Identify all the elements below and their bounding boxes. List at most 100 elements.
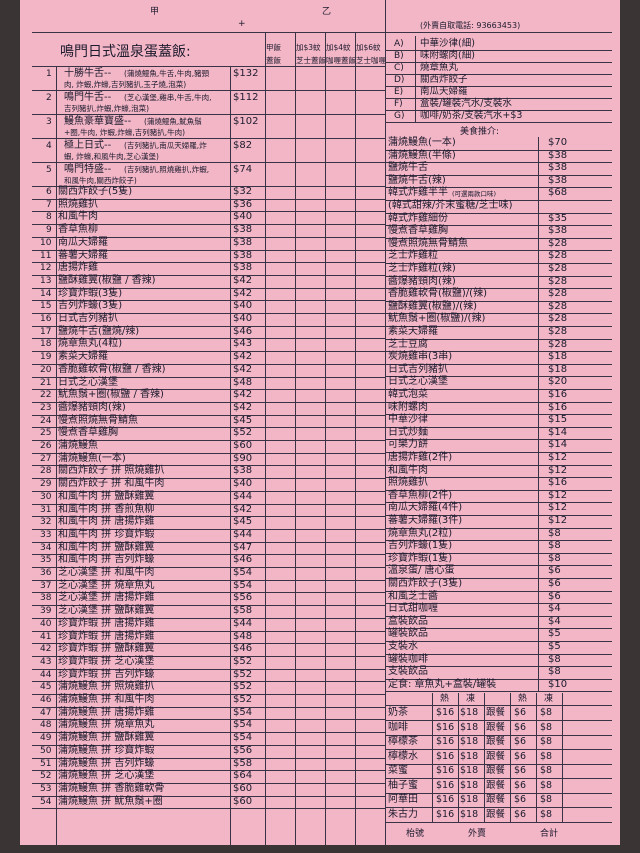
rule [385,313,612,315]
column-header: 芝士蓋飯 [296,56,326,65]
rule [385,749,612,750]
drink-name: 奶茶 [388,707,408,718]
item-price: $52 [233,655,253,667]
rule [385,552,612,554]
item-number: 8 [46,212,52,223]
header-label: 甲 [150,7,160,17]
recommend-name: 吉列炸蠔(1隻) [388,540,453,552]
item-name: 素菜天婦羅 [58,351,108,363]
drink-price: 跟餐 [486,707,506,718]
recommend-price: $70 [548,137,568,148]
rule [385,628,612,630]
rule [385,288,612,290]
item-price: $56 [233,592,253,604]
recommend-name: 鹽酥雞翼(椒鹽)/(辣) [388,300,477,312]
rule [385,212,612,214]
recommend-name: 香草魚柳(2件) [388,489,453,501]
item-price: $58 [233,605,253,617]
rule [484,693,485,823]
item-price: $36 [233,198,253,210]
recommend-name: 南瓜天婦羅(4件) [388,502,463,514]
rule [385,439,612,441]
rule [385,74,612,75]
drink-price: $18 [460,765,479,776]
item-price: $42 [233,389,253,401]
rule [56,66,57,845]
recommend-name: 慢煮香草雞胸 [388,225,448,237]
recommend-name: 珍寶炸蝦(1隻) [388,552,453,564]
drink-price: $6 [514,765,527,776]
recommend-name: 鹽燒牛舌(辣) [388,174,446,186]
set-letter: A) [394,39,404,49]
rule [385,0,386,845]
drink-price: 跟餐 [486,794,506,805]
recommend-name: 溫泉蛋/ 唐心蛋 [388,565,455,577]
item-name: 蒲燒鰻魚 [58,440,98,451]
recommend-name: 可樂力餅 [388,439,428,451]
item-name: 日式吉列豬扒 [58,313,118,324]
rule [385,565,612,567]
item-number: 30 [40,491,52,502]
item-name: 和風牛肉 拼 香煎魚柳 [58,503,155,515]
item-number: 29 [40,479,52,490]
drink-price: $16 [436,707,455,718]
rule [385,86,612,87]
drinks-header: 凍 [466,694,476,704]
rule [32,440,385,441]
item-number: 24 [40,415,52,426]
rule [385,691,612,693]
rule [385,778,612,779]
rule [385,678,612,680]
rule [32,376,385,378]
rule [32,198,385,200]
item-price: $74 [233,164,253,175]
drink-price: $8 [540,765,553,776]
rule [385,389,612,390]
item-price: $42 [233,401,253,413]
set-name: 中華沙律(細) [420,38,475,49]
footer-label: 合計 [540,829,559,839]
recommend-price: $12 [548,452,568,463]
rule [385,225,612,227]
item-number: 38 [40,593,52,604]
item-number: 31 [40,504,52,515]
item-number: 49 [40,733,52,744]
drink-price: $18 [460,779,479,791]
recommend-name: 香脆雞軟骨(椒鹽)/(辣) [388,288,487,300]
item-name: 十勝牛舌-- [64,68,112,79]
recommend-name: 慢煮照燒無骨鯖魚 [388,237,468,249]
recommend-title: 美食推介: [460,127,500,137]
item-number: 5 [46,165,52,175]
drink-price: $6 [514,736,527,747]
rule [510,693,511,823]
rule [32,757,385,759]
rule [32,643,385,645]
rule [32,389,385,391]
recommend-name: 日式甜咖喱 [388,603,438,615]
rule [32,630,385,632]
item-number: 4 [46,141,52,151]
item-number: 16 [40,314,52,324]
rule [385,720,612,721]
rule [32,162,385,163]
item-price: $38 [233,465,253,477]
item-name: 香脆雞軟骨(椒鹽 / 香辣) [58,363,166,375]
recommend-name: 和風芝士醬 [388,590,438,602]
recommend-name: 素菜天婦羅 [388,326,438,337]
item-number: 19 [40,352,52,363]
drink-price: $18 [460,750,479,762]
column-header: 咖喱蓋飯 [326,56,356,65]
rule [385,110,612,111]
item-number: 1 [46,69,52,79]
recommend-name: 芝士炸雞粒(辣) [388,263,456,274]
item-number: 6 [46,187,52,197]
rule [385,615,612,617]
drinks-header: 熱 [518,694,528,704]
item-price: $42 [233,503,253,515]
drink-price: $6 [514,750,527,762]
recommend-name: 日式芝心漢堡 [388,376,448,388]
recommend-name: 鹽燒牛舌 [388,162,428,174]
rule [415,36,416,122]
item-description: (芝心漢堡,雞串,牛舌,牛肉, 吉列豬扒,炸蝦,炸蠔,泡菜) [64,93,212,113]
item-name: 吉列炸蠔(3隻) [58,300,123,312]
